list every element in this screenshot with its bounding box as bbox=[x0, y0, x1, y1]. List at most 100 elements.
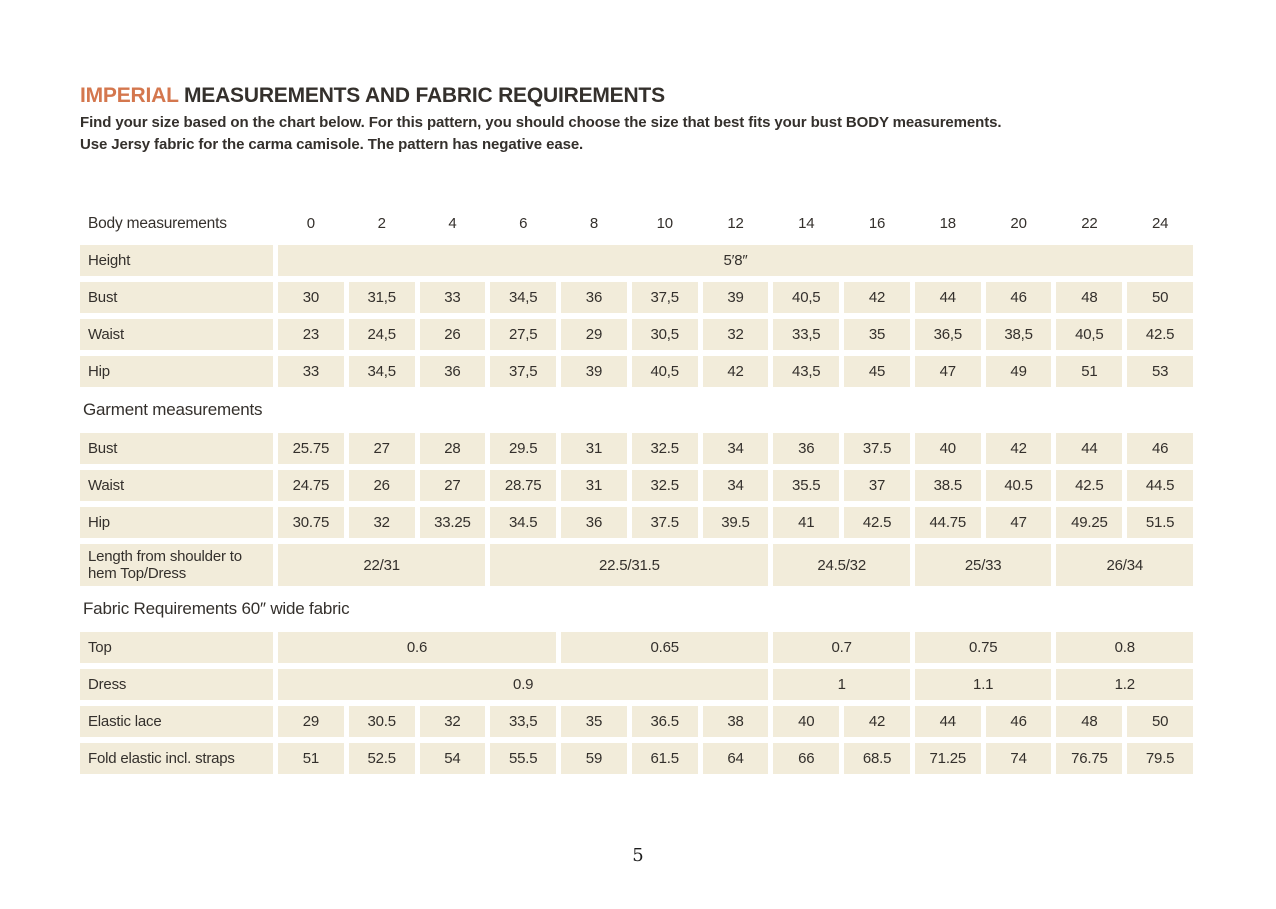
page-title-accent: IMPERIAL bbox=[80, 84, 179, 107]
table-cell: 34,5 bbox=[348, 356, 415, 387]
size-column-header: 10 bbox=[656, 215, 673, 232]
row-label: Bust bbox=[80, 282, 273, 313]
table-cell: 32 bbox=[419, 706, 486, 737]
table-cell: 0.8 bbox=[1056, 632, 1193, 663]
table-cell: 49.25 bbox=[1056, 507, 1123, 538]
table-cell: 22.5/31.5 bbox=[490, 544, 769, 586]
table-cell: 51.5 bbox=[1127, 507, 1193, 538]
table-cell: 55.5 bbox=[490, 743, 557, 774]
section-label: Fabric Requirements 60″ wide fabric bbox=[83, 599, 350, 618]
table-cell: 33,5 bbox=[773, 319, 840, 350]
table-cell: 34.5 bbox=[490, 507, 557, 538]
table-cell: 37,5 bbox=[631, 282, 698, 313]
table-cell: 39 bbox=[561, 356, 627, 387]
section-label: Garment measurements bbox=[83, 400, 263, 419]
table-cell: 29 bbox=[278, 706, 344, 737]
table-cell: 31 bbox=[561, 433, 627, 464]
table-cell: 36 bbox=[561, 507, 627, 538]
table-row: Dress 0.9 1 1.1 1.2 bbox=[80, 669, 1193, 700]
row-label: Elastic lace bbox=[80, 706, 273, 737]
table-cell: 38.5 bbox=[914, 470, 981, 501]
row-label: Waist bbox=[80, 470, 273, 501]
table-cell: 44.75 bbox=[914, 507, 981, 538]
row-label: Body measurements bbox=[88, 214, 227, 232]
table-cell: 24,5 bbox=[348, 319, 415, 350]
table-cell: 28 bbox=[419, 433, 486, 464]
document-content: IMPERIAL MEASUREMENTS AND FABRIC REQUIRE… bbox=[80, 84, 1193, 780]
table-cell: 1.1 bbox=[914, 669, 1052, 700]
table-cell: 37 bbox=[844, 470, 910, 501]
table-row: Hip 33 34,5 36 37,5 39 40,5 42 43,5 45 47 49 51 53 bbox=[80, 356, 1193, 387]
table-cell: 37.5 bbox=[631, 507, 698, 538]
table-row: Hip 30.75 32 33.25 34.5 36 37.5 39.5 41 42.5 44.75… bbox=[80, 507, 1193, 538]
table-cell: 47 bbox=[914, 356, 981, 387]
size-column-header: 8 bbox=[589, 215, 599, 232]
table-cell: 49 bbox=[985, 356, 1052, 387]
page-number: 5 bbox=[632, 845, 644, 866]
table-cell: 42 bbox=[844, 282, 910, 313]
table-row: Height 5′8″ bbox=[80, 245, 1193, 276]
table-cell: 40,5 bbox=[631, 356, 698, 387]
table-row: Waist 24.75 26 27 28.75 31 32.5 34 35.5 37 38.5 40.… bbox=[80, 470, 1193, 501]
table-cell: 33,5 bbox=[490, 706, 557, 737]
table-cell: 36.5 bbox=[631, 706, 698, 737]
table-cell: 23 bbox=[278, 319, 344, 350]
table-cell: 42.5 bbox=[844, 507, 910, 538]
table-cell: 22/31 bbox=[278, 544, 486, 586]
table-cell: 46 bbox=[985, 282, 1052, 313]
intro-line-2: Use Jersy fabric for the carma camisole.… bbox=[80, 136, 584, 153]
table-cell: 46 bbox=[985, 706, 1052, 737]
size-table: Body measurements 0 2 4 6 8 10 12 14 16 18 20 22 24 He… bbox=[80, 208, 1193, 774]
table-cell: 59 bbox=[561, 743, 627, 774]
table-cell: 26 bbox=[419, 319, 486, 350]
table-cell: 76.75 bbox=[1056, 743, 1123, 774]
table-cell: 42 bbox=[985, 433, 1052, 464]
size-column-header: 16 bbox=[868, 215, 886, 232]
size-column-header: 14 bbox=[798, 215, 815, 232]
row-label: Length from shoulder to hem Top/Dress bbox=[80, 544, 273, 586]
table-cell: 27 bbox=[348, 433, 415, 464]
table-cell: 34 bbox=[702, 433, 769, 464]
row-label: Height bbox=[80, 245, 273, 276]
table-cell: 0.75 bbox=[914, 632, 1052, 663]
table-cell: 29.5 bbox=[490, 433, 557, 464]
table-cell: 32.5 bbox=[631, 433, 698, 464]
table-cell: 36,5 bbox=[914, 319, 981, 350]
table-cell: 50 bbox=[1127, 282, 1193, 313]
size-column-header: 24 bbox=[1151, 215, 1169, 232]
table-cell: 36 bbox=[561, 282, 627, 313]
table-cell: 1.2 bbox=[1056, 669, 1193, 700]
table-row: Length from shoulder to hem Top/Dress 22/… bbox=[80, 544, 1193, 586]
table-cell: 25.75 bbox=[278, 433, 344, 464]
intro-line-1: Find your size based on the chart below.… bbox=[80, 114, 1002, 131]
table-header-row: Body measurements 0 2 4 6 8 10 12 14 16 18 20 22 24 bbox=[80, 208, 1193, 239]
table-cell: 40.5 bbox=[985, 470, 1052, 501]
table-cell: 40 bbox=[914, 433, 981, 464]
table-cell: 25/33 bbox=[914, 544, 1052, 586]
table-cell: 34,5 bbox=[490, 282, 557, 313]
table-cell: 31 bbox=[561, 470, 627, 501]
table-cell: 47 bbox=[985, 507, 1052, 538]
row-label: Top bbox=[80, 632, 273, 663]
row-label: Bust bbox=[80, 433, 273, 464]
table-cell: 44 bbox=[1056, 433, 1123, 464]
table-cell: 43,5 bbox=[773, 356, 840, 387]
size-column-header: 0 bbox=[306, 215, 315, 232]
table-cell: 35 bbox=[844, 319, 910, 350]
table-cell: 34 bbox=[702, 470, 769, 501]
table-row: Bust 25.75 27 28 29.5 31 32.5 34 36 37.5 40 42 44 46 bbox=[80, 433, 1193, 464]
table-cell: 51 bbox=[1056, 356, 1123, 387]
size-column-header: 2 bbox=[377, 215, 386, 232]
size-column-header: 20 bbox=[1010, 215, 1027, 232]
table-cell: 44 bbox=[914, 282, 981, 313]
table-cell: 79.5 bbox=[1127, 743, 1193, 774]
table-cell: 35 bbox=[561, 706, 627, 737]
table-cell: 32.5 bbox=[631, 470, 698, 501]
table-cell: 36 bbox=[419, 356, 486, 387]
row-label: Waist bbox=[80, 319, 273, 350]
table-cell: 71.25 bbox=[914, 743, 981, 774]
table-cell: 1 bbox=[773, 669, 910, 700]
row-label: Hip bbox=[80, 507, 273, 538]
table-cell: 30,5 bbox=[631, 319, 698, 350]
